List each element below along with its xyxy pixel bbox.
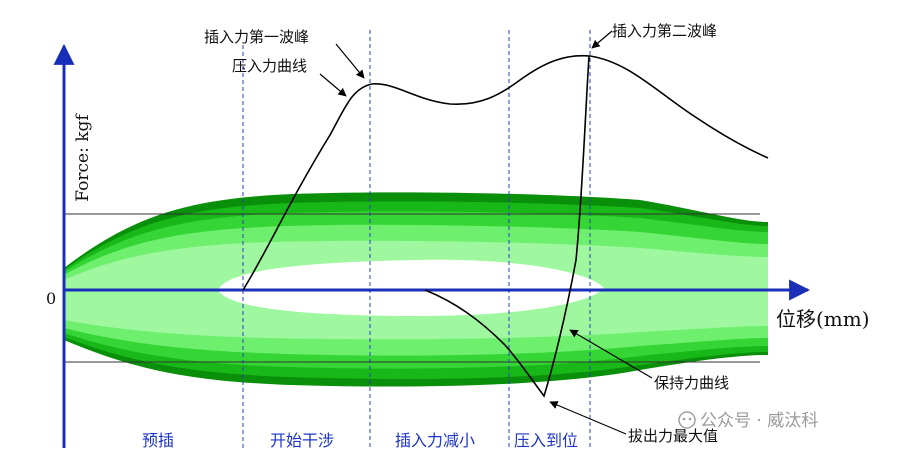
press-curve-leader [319, 73, 347, 97]
x-axis-label: 位移(mm) [776, 307, 870, 331]
band-hole [218, 259, 604, 316]
second-peak-label: 插入力第二波峰 [612, 22, 717, 40]
watermark-text: 公众号 · 威汰科 [700, 411, 818, 431]
phase-label-1: 预插 [142, 431, 174, 450]
press-curve-label: 压入力曲线 [232, 57, 307, 75]
max-pull-leader [549, 401, 627, 435]
origin-label: 0 [46, 289, 56, 308]
max-pull-label: 拔出力最大值 [628, 427, 718, 445]
phase-label-4: 压入到位 [514, 431, 578, 450]
phase-label-2: 开始干涉 [270, 431, 334, 450]
hold-curve-leader [569, 329, 653, 379]
first-peak-label: 插入力第一波峰 [204, 28, 309, 46]
first-peak-leader [335, 43, 365, 79]
hold-force-curve [424, 55, 590, 398]
second-peak-leader [591, 30, 613, 49]
watermark: 公众号 · 威汰科 [678, 411, 818, 431]
wechat-icon [678, 411, 696, 429]
press-force-curve [242, 54, 769, 291]
hold-curve-label: 保持力曲线 [654, 374, 729, 392]
y-axis-label: Force: kgf [73, 113, 93, 202]
wechat-icon-eye [682, 417, 686, 421]
phase-label-3: 插入力减小 [395, 431, 475, 450]
wechat-icon-eye [688, 417, 692, 421]
